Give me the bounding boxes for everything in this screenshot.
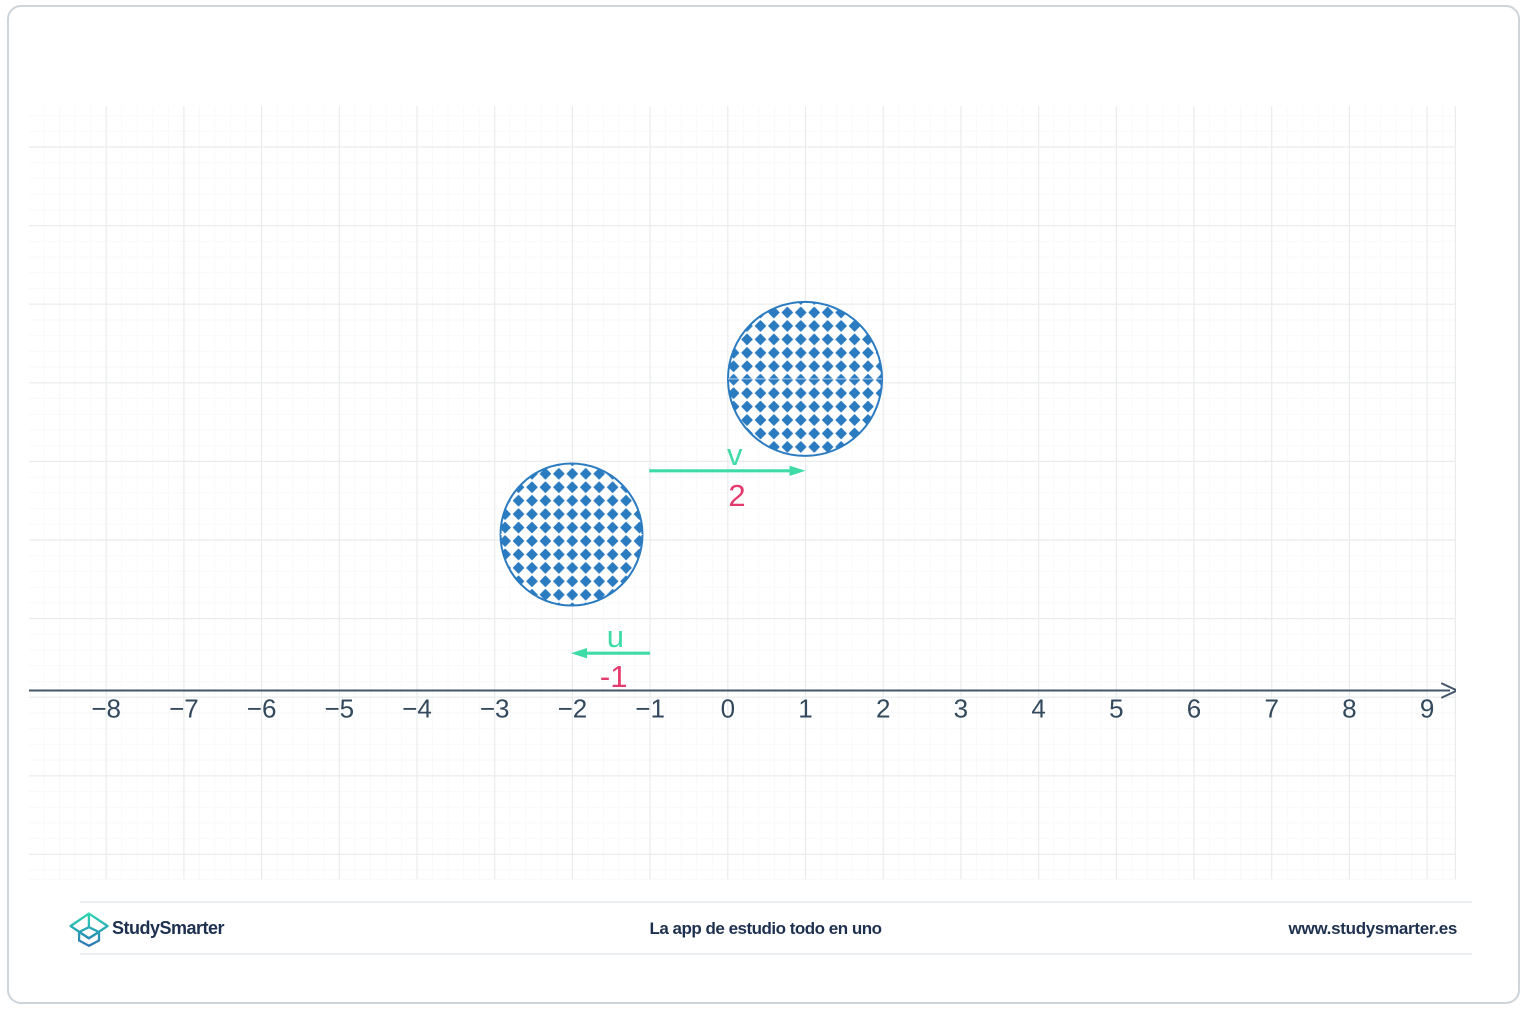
svg-text:3: 3: [954, 694, 968, 724]
svg-text:v: v: [727, 437, 743, 472]
svg-text:−6: −6: [247, 694, 277, 724]
svg-text:−7: −7: [169, 694, 199, 724]
svg-text:−4: −4: [402, 694, 432, 724]
svg-text:7: 7: [1264, 694, 1278, 724]
svg-text:-1: -1: [600, 659, 628, 694]
svg-text:−8: −8: [91, 694, 121, 724]
svg-text:5: 5: [1109, 694, 1123, 724]
svg-text:1: 1: [798, 694, 812, 724]
svg-text:8: 8: [1342, 694, 1356, 724]
svg-text:2: 2: [728, 478, 745, 513]
svg-text:−2: −2: [558, 694, 588, 724]
svg-text:2: 2: [876, 694, 890, 724]
svg-text:0: 0: [721, 694, 735, 724]
svg-text:6: 6: [1187, 694, 1201, 724]
svg-text:−1: −1: [635, 694, 665, 724]
svg-text:9: 9: [1420, 694, 1434, 724]
svg-text:u: u: [607, 619, 624, 654]
svg-text:4: 4: [1031, 694, 1045, 724]
svg-text:−5: −5: [324, 694, 354, 724]
svg-text:−3: −3: [480, 694, 510, 724]
